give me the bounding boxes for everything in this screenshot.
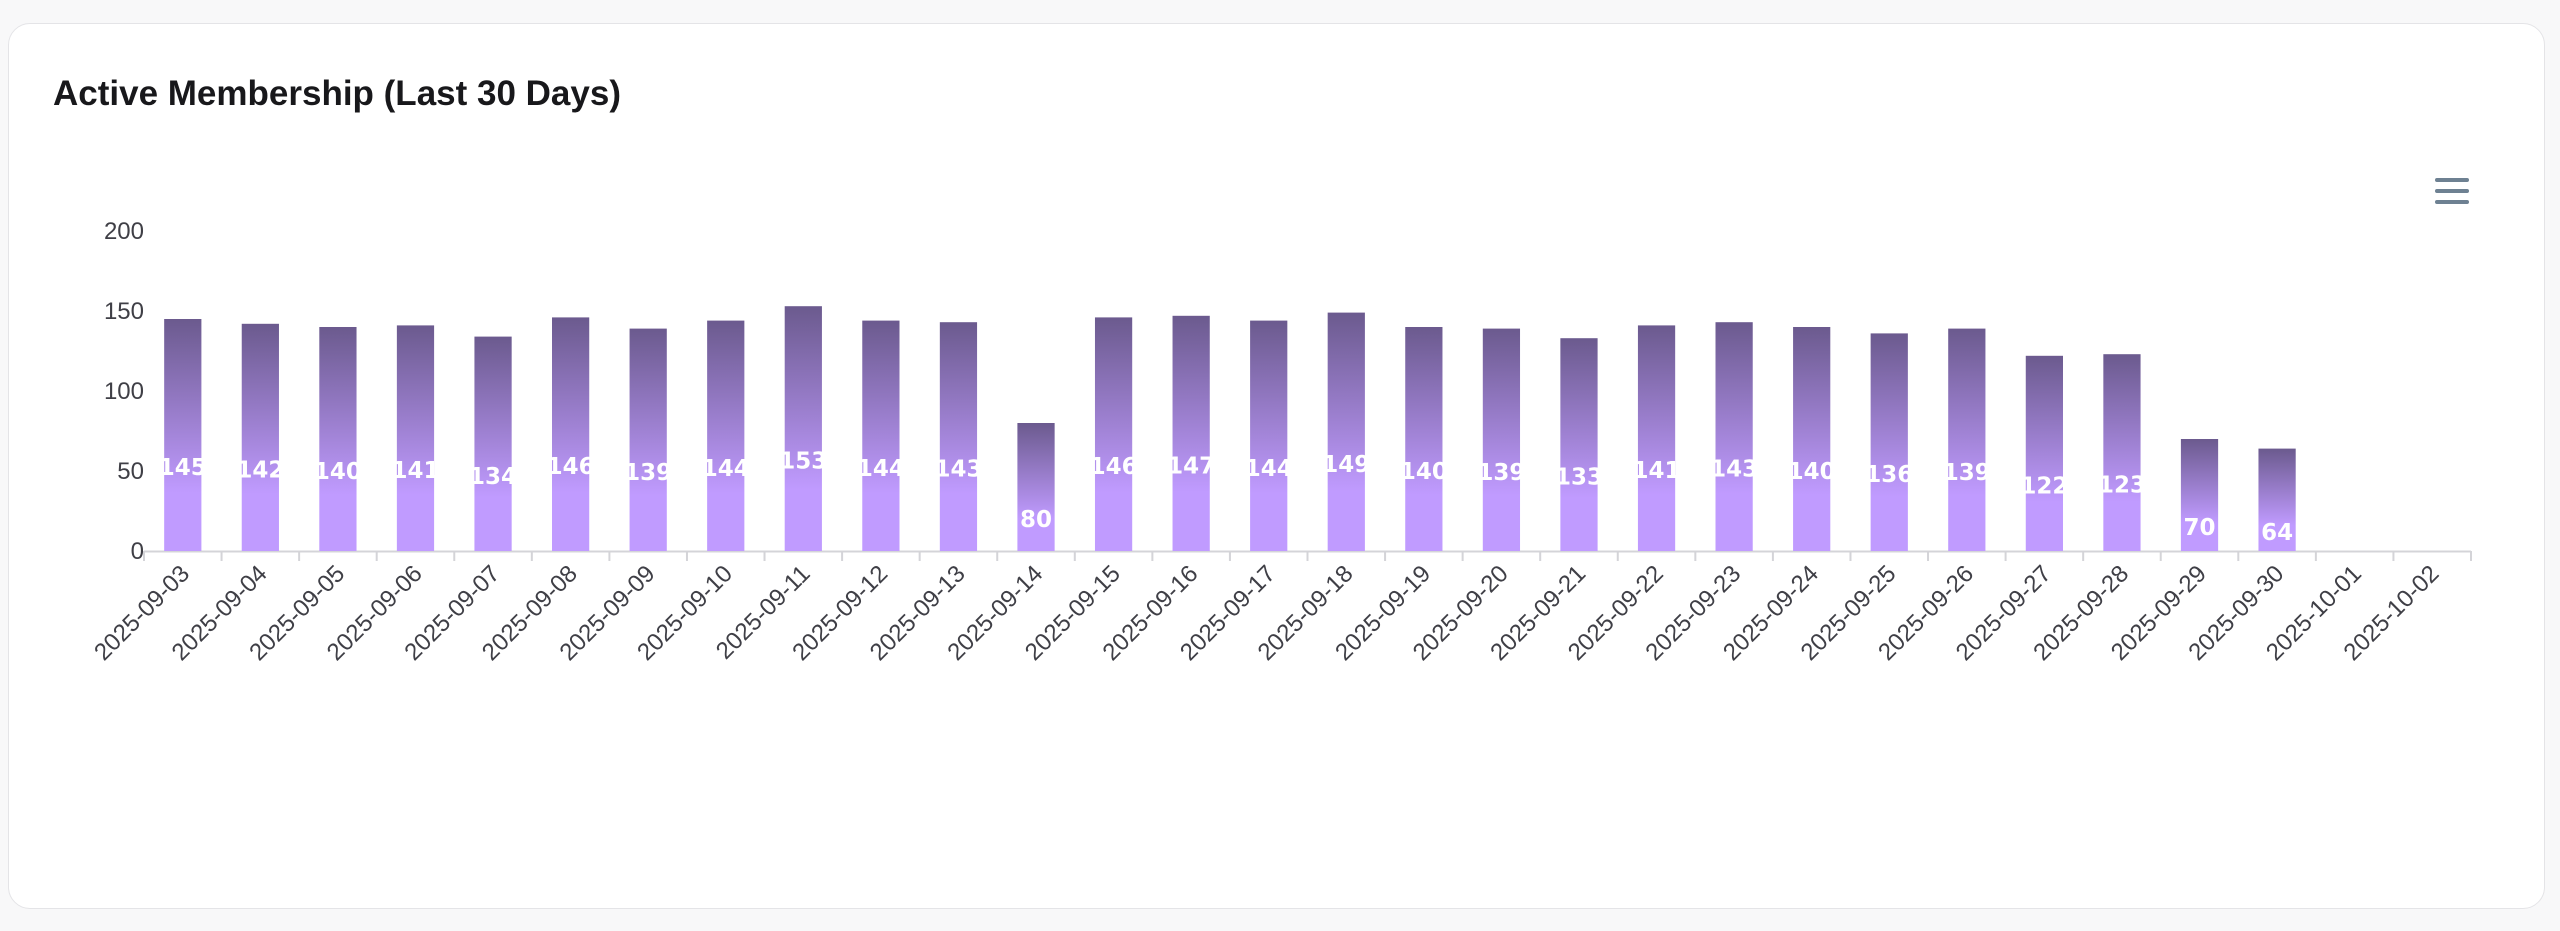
bar[interactable] [1482, 328, 1521, 551]
bar[interactable] [319, 327, 357, 551]
bar[interactable] [1715, 322, 1753, 551]
bar-data-label: 144 [857, 456, 905, 482]
bar[interactable] [2025, 355, 2063, 551]
y-tick-label: 100 [104, 378, 144, 405]
bar-data-label: 139 [1477, 460, 1525, 486]
bar-data-label: 123 [2098, 473, 2146, 499]
bar[interactable] [2180, 439, 2219, 551]
bar[interactable] [629, 328, 667, 551]
bar-data-label: 149 [1322, 452, 1370, 478]
bar[interactable] [241, 323, 279, 551]
bar-data-label: 144 [702, 456, 750, 482]
bar[interactable] [1793, 327, 1831, 551]
bar[interactable] [862, 320, 900, 551]
bar-data-label: 153 [779, 449, 827, 475]
bar[interactable] [939, 322, 978, 551]
y-tick-label: 50 [117, 458, 144, 485]
bar-data-label: 122 [2020, 473, 2068, 499]
bar[interactable] [1250, 320, 1288, 551]
bar-data-label: 141 [1633, 458, 1681, 484]
bar[interactable] [552, 317, 590, 551]
bar-data-label: 133 [1555, 465, 1603, 491]
y-tick-label: 150 [104, 298, 144, 325]
bar-data-label: 139 [1943, 460, 1991, 486]
bar-data-label: 144 [1245, 456, 1293, 482]
bar-data-label: 64 [2261, 520, 2293, 546]
bar[interactable] [1948, 328, 1986, 551]
bar-data-label: 147 [1167, 453, 1215, 479]
bar[interactable] [2258, 448, 2296, 551]
bar[interactable] [784, 306, 822, 551]
bar-data-label: 145 [159, 455, 207, 481]
bar-data-label: 146 [1090, 454, 1138, 480]
bar[interactable] [1094, 317, 1133, 551]
bar[interactable] [707, 320, 745, 551]
bar[interactable] [1405, 327, 1443, 551]
bar-data-label: 146 [547, 454, 595, 480]
bar-data-label: 140 [1788, 459, 1836, 485]
x-axis: 2025-09-032025-09-042025-09-052025-09-06… [89, 550, 2472, 666]
bar-data-label: 139 [624, 460, 672, 486]
chart-title: Active Membership (Last 30 Days) [53, 74, 621, 113]
y-tick-label: 0 [131, 538, 144, 565]
bar[interactable] [2103, 354, 2141, 551]
bar[interactable] [396, 325, 435, 551]
bar[interactable] [1172, 315, 1210, 551]
bar[interactable] [1327, 312, 1365, 551]
bar-data-label: 141 [391, 458, 439, 484]
bar-data-label: 140 [1400, 459, 1448, 485]
bar[interactable] [1017, 423, 1055, 551]
bar-data-label: 143 [934, 457, 982, 483]
bar[interactable] [1560, 338, 1598, 551]
bar-data-label: 70 [2184, 515, 2216, 541]
bar[interactable] [1637, 325, 1676, 551]
bar[interactable] [474, 336, 512, 551]
y-tick-label: 200 [104, 218, 144, 245]
bar[interactable] [1870, 333, 1908, 551]
bars: 145 142 140 141 134 146 139 144 153 144 143 80 146 14… [159, 306, 2296, 551]
bar-data-label: 80 [1020, 507, 1052, 533]
bar[interactable] [164, 319, 202, 551]
bar-data-label: 142 [236, 457, 284, 483]
y-axis: 0 50 100 150 200 [104, 218, 144, 565]
bar-data-label: 143 [1710, 457, 1758, 483]
bar-data-label: 136 [1865, 462, 1913, 488]
bar-data-label: 134 [469, 464, 517, 490]
bar-data-label: 140 [314, 459, 362, 485]
hamburger-menu-icon[interactable] [2425, 170, 2473, 212]
